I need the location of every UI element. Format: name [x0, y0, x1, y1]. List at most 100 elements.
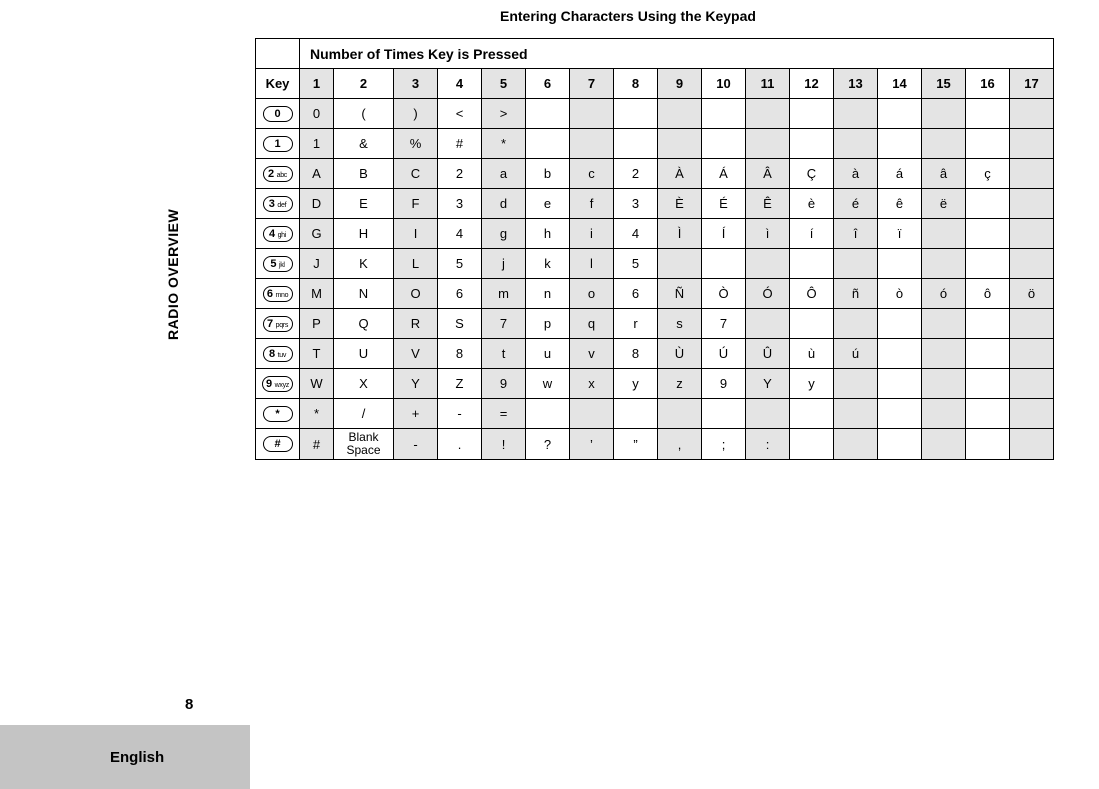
char-cell	[1010, 219, 1054, 249]
char-cell: Ó	[746, 279, 790, 309]
count-header: 17	[1010, 69, 1054, 99]
char-cell: ;	[702, 429, 746, 460]
char-cell: q	[570, 309, 614, 339]
char-cell: b	[526, 159, 570, 189]
char-cell: c	[570, 159, 614, 189]
char-cell	[570, 129, 614, 159]
char-cell	[922, 99, 966, 129]
char-cell: p	[526, 309, 570, 339]
count-header: 10	[702, 69, 746, 99]
char-cell	[790, 309, 834, 339]
char-cell	[878, 429, 922, 460]
char-cell: i	[570, 219, 614, 249]
char-cell	[834, 429, 878, 460]
keycap-icon: 9 wxyz	[262, 376, 293, 392]
char-cell: 7	[482, 309, 526, 339]
char-cell	[966, 369, 1010, 399]
char-cell	[570, 99, 614, 129]
char-cell: T	[300, 339, 334, 369]
char-cell: ë	[922, 189, 966, 219]
char-cell: Y	[746, 369, 790, 399]
char-cell: ç	[966, 159, 1010, 189]
char-cell: F	[394, 189, 438, 219]
count-header: 12	[790, 69, 834, 99]
char-cell: e	[526, 189, 570, 219]
char-cell: 5	[438, 249, 482, 279]
char-cell: *	[300, 399, 334, 429]
char-cell: Ç	[790, 159, 834, 189]
table-row: ##BlankSpace-.!?’”,;:	[256, 429, 1054, 460]
char-cell: à	[834, 159, 878, 189]
char-cell: ê	[878, 189, 922, 219]
char-cell: f	[570, 189, 614, 219]
char-cell: N	[334, 279, 394, 309]
header-row-2: Key 1234567891011121314151617	[256, 69, 1054, 99]
char-cell: X	[334, 369, 394, 399]
char-cell	[1010, 309, 1054, 339]
char-cell: s	[658, 309, 702, 339]
char-cell: P	[300, 309, 334, 339]
char-cell: 2	[614, 159, 658, 189]
char-cell: .	[438, 429, 482, 460]
char-cell	[570, 399, 614, 429]
key-cell: *	[256, 399, 300, 429]
char-cell: #	[438, 129, 482, 159]
key-cell: 9 wxyz	[256, 369, 300, 399]
char-cell: ú	[834, 339, 878, 369]
keycap-icon: *	[263, 406, 293, 422]
char-cell: 1	[300, 129, 334, 159]
char-cell	[702, 99, 746, 129]
char-cell	[922, 399, 966, 429]
char-cell: I	[394, 219, 438, 249]
char-cell	[878, 339, 922, 369]
char-cell: x	[570, 369, 614, 399]
char-cell: Q	[334, 309, 394, 339]
char-cell: %	[394, 129, 438, 159]
char-cell	[702, 129, 746, 159]
header-span: Number of Times Key is Pressed	[300, 39, 1054, 69]
char-cell: 9	[482, 369, 526, 399]
count-header: 9	[658, 69, 702, 99]
table-row: 3 defDEF3def3ÈÉÊèéêë	[256, 189, 1054, 219]
blank-corner	[256, 39, 300, 69]
char-cell	[834, 249, 878, 279]
char-cell: Ò	[702, 279, 746, 309]
char-cell: -	[394, 429, 438, 460]
char-cell: ñ	[834, 279, 878, 309]
key-cell: 6 mno	[256, 279, 300, 309]
keycap-icon: 1	[263, 136, 293, 152]
char-cell: G	[300, 219, 334, 249]
char-cell: Â	[746, 159, 790, 189]
key-cell: 8 tuv	[256, 339, 300, 369]
table-body: 00()<>11&%#*2 abcABC2abc2ÀÁÂÇàáâç3 defDE…	[256, 99, 1054, 460]
keycap-icon: 0	[263, 106, 293, 122]
char-cell	[834, 129, 878, 159]
char-cell: z	[658, 369, 702, 399]
char-cell: É	[702, 189, 746, 219]
char-cell	[878, 99, 922, 129]
char-cell: 6	[614, 279, 658, 309]
count-header: 5	[482, 69, 526, 99]
char-cell: 4	[438, 219, 482, 249]
count-header: 6	[526, 69, 570, 99]
table-row: 5 jklJKL5jkl5	[256, 249, 1054, 279]
table-row: 9 wxyzWXYZ9wxyz9Yy	[256, 369, 1054, 399]
char-cell	[922, 219, 966, 249]
char-cell: 2	[438, 159, 482, 189]
char-cell: 8	[614, 339, 658, 369]
char-cell	[526, 99, 570, 129]
count-header: 13	[834, 69, 878, 99]
char-cell: â	[922, 159, 966, 189]
char-cell	[702, 249, 746, 279]
char-cell: U	[334, 339, 394, 369]
char-cell: *	[482, 129, 526, 159]
char-cell	[790, 249, 834, 279]
char-cell: =	[482, 399, 526, 429]
char-cell: Ù	[658, 339, 702, 369]
char-cell	[878, 309, 922, 339]
char-cell: ó	[922, 279, 966, 309]
count-header: 3	[394, 69, 438, 99]
count-header: 8	[614, 69, 658, 99]
char-cell	[1010, 339, 1054, 369]
char-cell	[834, 99, 878, 129]
